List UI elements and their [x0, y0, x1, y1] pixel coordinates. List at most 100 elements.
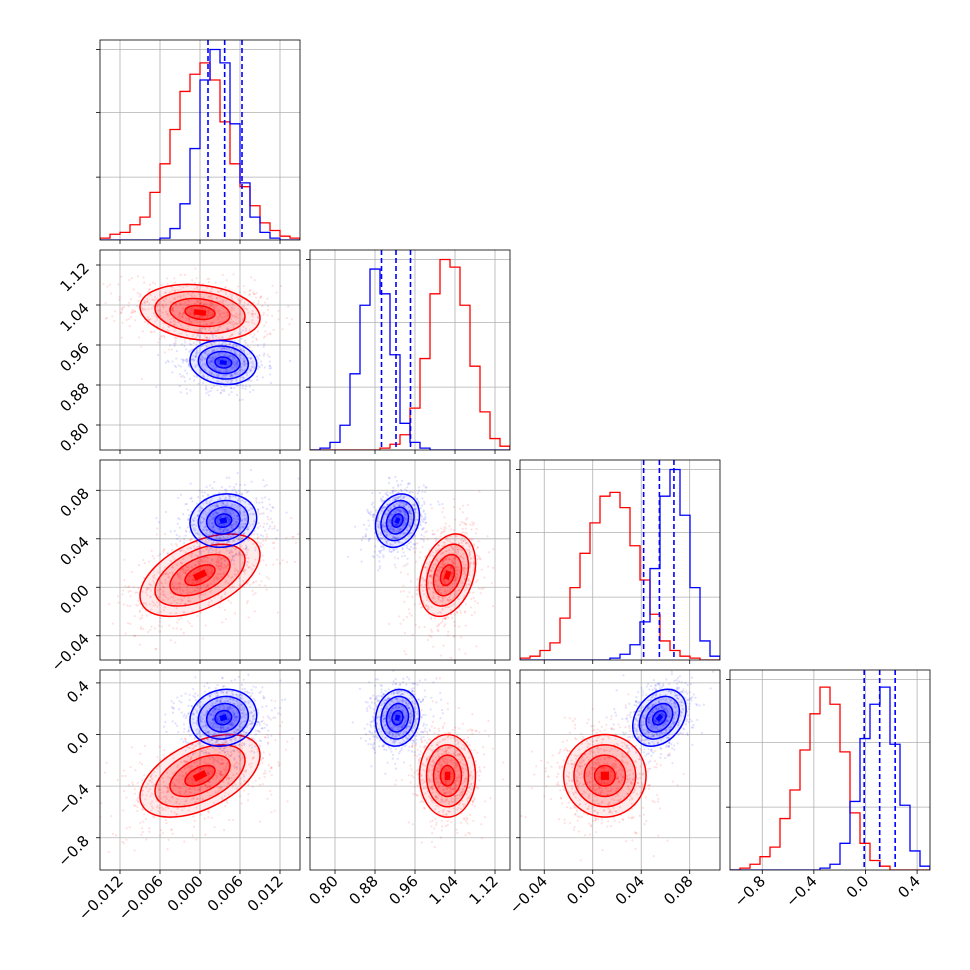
- scatter-point: [444, 537, 448, 540]
- scatter-point: [241, 329, 244, 332]
- scatter-point: [376, 519, 379, 522]
- scatter-point: [459, 609, 462, 612]
- scatter-point: [228, 511, 231, 515]
- scatter-point: [437, 544, 440, 547]
- scatter-point: [192, 528, 196, 531]
- scatter-point: [212, 542, 215, 545]
- scatter-point: [155, 648, 158, 651]
- scatter-point: [201, 365, 204, 368]
- scatter-point: [202, 637, 205, 640]
- scatter-point: [237, 570, 240, 573]
- density-red: [139, 533, 261, 618]
- scatter-point: [241, 554, 244, 557]
- contour-line: [154, 290, 246, 335]
- scatter-point: [194, 302, 197, 306]
- scatter-point: [194, 267, 197, 270]
- scatter-point: [476, 546, 479, 550]
- scatter-point: [406, 557, 409, 560]
- scatter-point: [170, 602, 173, 605]
- scatter-point: [210, 349, 214, 352]
- scatter-point: [121, 321, 124, 324]
- scatter-point: [381, 507, 384, 510]
- scatter-point: [446, 598, 449, 601]
- scatter-point: [148, 583, 151, 586]
- scatter-point: [279, 284, 283, 288]
- scatter-point: [437, 591, 441, 594]
- scatter-point: [233, 356, 236, 359]
- scatter-point: [277, 318, 280, 321]
- scatter-point: [188, 575, 191, 578]
- scatter-point: [232, 308, 235, 312]
- scatter-point: [219, 597, 223, 601]
- scatter-point: [235, 552, 238, 555]
- scatter-point: [111, 622, 114, 625]
- scatter-point: [167, 838, 170, 841]
- scatter-point: [201, 327, 204, 330]
- scatter-point: [218, 537, 222, 540]
- scatter-point: [198, 521, 202, 524]
- scatter-point: [234, 373, 238, 376]
- scatter-point: [272, 547, 276, 550]
- scatter-point: [444, 558, 447, 562]
- scatter-point: [219, 516, 222, 519]
- scatter-point: [482, 587, 485, 590]
- scatter-point: [212, 533, 215, 537]
- scatter-point: [245, 547, 248, 550]
- scatter-point: [195, 352, 198, 355]
- scatter-point: [479, 558, 482, 561]
- scatter-point: [454, 575, 457, 578]
- scatter-point: [438, 547, 441, 550]
- scatter-point: [415, 560, 418, 563]
- scatter-point: [405, 503, 408, 506]
- scatter-point: [420, 606, 423, 609]
- scatter-point: [220, 565, 223, 569]
- scatter-point: [214, 511, 217, 514]
- scatter-point: [166, 329, 169, 332]
- scatter-point: [198, 606, 201, 609]
- scatter-point: [252, 542, 255, 545]
- scatter-point: [248, 390, 252, 394]
- scatter-point: [207, 494, 210, 497]
- scatter-point: [378, 555, 381, 559]
- scatter-point: [403, 650, 406, 653]
- scatter-point: [119, 312, 123, 315]
- scatter-point: [448, 598, 451, 601]
- scatter-point: [161, 582, 164, 585]
- scatter-point: [182, 312, 185, 315]
- scatter-point: [434, 580, 437, 584]
- scatter-point: [471, 538, 474, 541]
- scatter-point: [229, 355, 232, 358]
- scatter-point: [214, 576, 218, 579]
- scatter-point: [224, 299, 227, 302]
- scatter-point: [442, 578, 446, 581]
- scatter-point: [235, 344, 238, 347]
- scatter-point: [228, 586, 231, 589]
- scatter-point: [398, 615, 401, 618]
- scatter-point: [236, 360, 239, 363]
- scatter-point: [257, 508, 260, 511]
- scatter-point: [449, 558, 452, 561]
- scatter-point: [244, 500, 247, 504]
- scatter-point: [190, 565, 194, 568]
- scatter-point: [262, 512, 265, 515]
- scatter-point: [210, 344, 213, 347]
- scatter-point: [206, 345, 209, 348]
- scatter-point: [470, 613, 473, 617]
- scatter-point: [379, 551, 382, 555]
- scatter-point: [443, 562, 447, 565]
- scatter-point: [203, 518, 206, 521]
- scatter-point: [216, 518, 219, 521]
- scatter-point: [421, 490, 424, 493]
- scatter-point: [367, 511, 370, 515]
- scatter-point: [370, 510, 373, 513]
- scatter-point: [219, 385, 223, 389]
- scatter-point: [454, 556, 457, 560]
- scatter-point: [266, 308, 269, 312]
- scatter-point: [218, 551, 221, 554]
- scatter-point: [257, 536, 260, 539]
- scatter-point: [254, 546, 257, 549]
- scatter-point: [205, 499, 208, 503]
- scatter-point: [424, 515, 427, 518]
- scatter-point: [226, 355, 229, 358]
- scatter-point: [224, 566, 227, 569]
